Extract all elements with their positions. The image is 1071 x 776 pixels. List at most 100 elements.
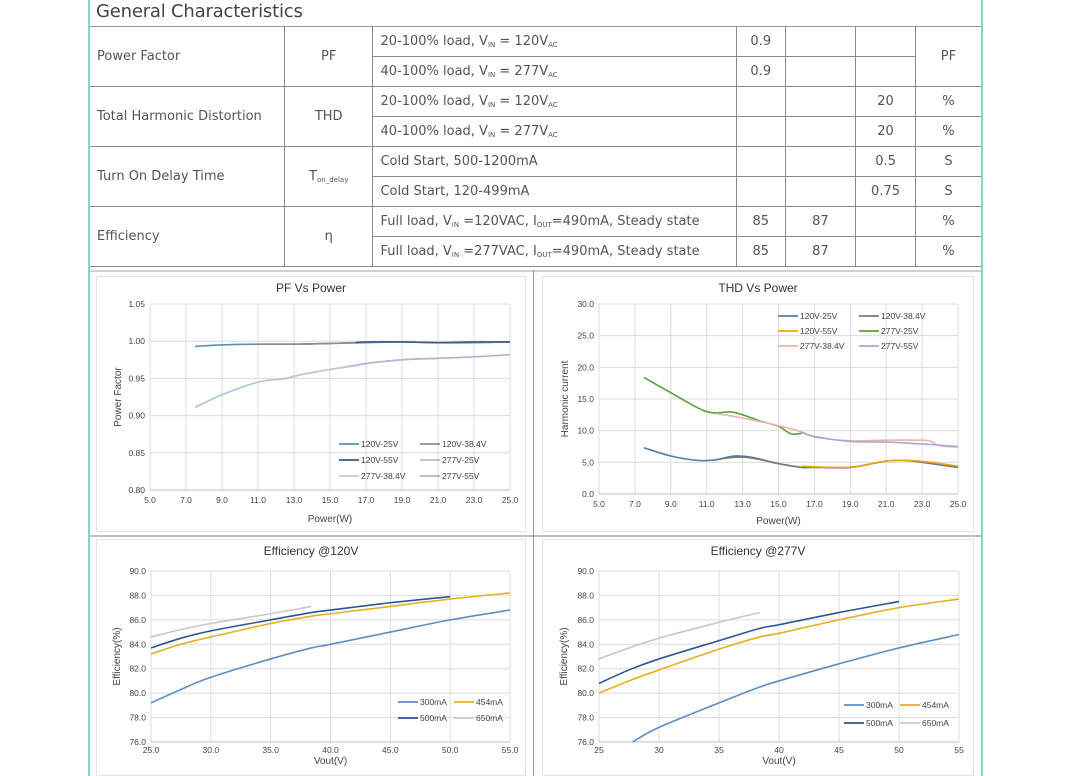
value-typ xyxy=(784,176,857,207)
value-max: 20 xyxy=(855,116,916,147)
param-symbol: Ton_delay xyxy=(283,146,374,207)
legend-label: 277V-38.4V xyxy=(361,471,406,481)
chart-area xyxy=(96,276,526,532)
series-line-454ma xyxy=(151,592,511,655)
y-tick-label: 1.00 xyxy=(128,336,145,346)
condition-sub2: AC xyxy=(548,131,558,139)
value-typ xyxy=(784,26,857,57)
y-tick-label: 0.95 xyxy=(128,373,145,383)
table-row: Full load, VIN =277VAC, IOUT=490mA, Stea… xyxy=(90,236,981,267)
x-tick-label: 50.0 xyxy=(442,745,459,755)
condition-tail: =490mA, Steady state xyxy=(551,244,700,259)
condition-text: Full load, V xyxy=(380,244,452,259)
page-frame xyxy=(88,0,983,776)
table-row: 40-100% load, VIN = 277VAC 0.9 xyxy=(90,56,981,87)
table-row: Turn On Delay Time Ton_delay Cold Start, 5… xyxy=(90,146,981,207)
chart-title: PF Vs Power xyxy=(276,281,346,295)
value-min xyxy=(735,116,786,147)
y-tick-label: 86.0 xyxy=(577,615,594,625)
condition-mid: =120VAC, I xyxy=(459,214,537,229)
condition: 20-100% load, VIN = 120VAC xyxy=(372,86,737,117)
x-tick-label: 17.0 xyxy=(806,499,823,509)
series-line-500ma xyxy=(151,595,451,649)
plot-lines xyxy=(194,341,511,409)
legend-label: 300mA xyxy=(420,697,447,707)
unit: % xyxy=(914,116,981,147)
legend-label: 120V-25V xyxy=(800,311,838,321)
x-tick-label: 21.0 xyxy=(430,495,447,505)
x-axis-label: Vout(V) xyxy=(762,756,795,767)
x-tick-label: 23.0 xyxy=(914,499,931,509)
value-max: 0.75 xyxy=(855,176,916,207)
y-tick-label: 90.0 xyxy=(577,566,594,576)
value-typ xyxy=(784,86,857,117)
series-line-120v-55v xyxy=(801,459,959,469)
value-typ xyxy=(784,56,857,87)
chart-title: Efficiency @277V xyxy=(711,544,806,558)
x-tick-label: 9.0 xyxy=(665,499,677,509)
section-title: General Characteristics xyxy=(96,1,303,22)
unit: % xyxy=(914,86,981,117)
x-tick-label: 25.0 xyxy=(143,745,160,755)
x-tick-label: 25.0 xyxy=(502,495,519,505)
legend-label: 650mA xyxy=(922,718,949,728)
symbol-text: T xyxy=(309,169,317,184)
y-tick-label: 0.85 xyxy=(128,448,145,458)
x-tick-label: 5.0 xyxy=(593,499,605,509)
x-tick-label: 45.0 xyxy=(382,745,399,755)
y-tick-label: 5.0 xyxy=(582,457,594,467)
y-tick-label: 76.0 xyxy=(577,737,594,747)
chart-row-divider xyxy=(90,535,981,537)
x-tick-label: 11.0 xyxy=(250,495,266,505)
value-typ xyxy=(784,116,857,147)
y-tick-label: 80.0 xyxy=(129,688,146,698)
condition-text: Cold Start, 120-499mA xyxy=(380,184,530,199)
legend-label: 120V-38.4V xyxy=(442,439,487,449)
chart-title: Efficiency @120V xyxy=(264,544,359,558)
condition-sub2: OUT xyxy=(536,221,552,229)
y-tick-label: 90.0 xyxy=(129,566,146,576)
y-tick-label: 82.0 xyxy=(129,664,146,674)
x-tick-label: 25 xyxy=(594,745,604,755)
y-axis-label: Harmonic current xyxy=(560,360,571,437)
x-axis-label: Power(W) xyxy=(308,514,352,525)
value-min: 0.9 xyxy=(735,56,786,87)
value-min xyxy=(735,86,786,117)
x-tick-label: 30 xyxy=(654,745,664,755)
x-tick-label: 19.0 xyxy=(394,495,411,505)
condition-mid: = 277V xyxy=(495,64,549,79)
condition-text: 20-100% load, V xyxy=(380,94,488,109)
legend-label: 454mA xyxy=(476,697,503,707)
condition-sub2: AC xyxy=(548,71,558,79)
x-axis-label: Power(W) xyxy=(756,516,800,527)
series-line-277v-25v xyxy=(643,376,802,436)
legend-label: 277V-55V xyxy=(881,341,919,351)
chart-efficiency-277v: Efficiency @277V 76.0 78.0 80.0 82.0 84.0 86.0… xyxy=(542,539,974,776)
series-line-300ma xyxy=(151,609,511,704)
y-tick-label: 76.0 xyxy=(129,737,146,747)
unit: S xyxy=(914,176,981,207)
x-tick-label: 30.0 xyxy=(203,745,220,755)
value-max: 0.5 xyxy=(855,146,916,177)
condition-sub1: IN xyxy=(487,131,496,139)
series-line-454ma xyxy=(599,598,960,694)
x-tick-label: 9.0 xyxy=(216,495,228,505)
legend-label: 500mA xyxy=(866,718,893,728)
condition-sub1: IN xyxy=(451,251,460,259)
y-tick-label: 88.0 xyxy=(577,590,594,600)
x-tick-label: 19.0 xyxy=(842,499,859,509)
condition-sub2: AC xyxy=(548,41,558,49)
value-typ xyxy=(784,146,857,177)
x-tick-label: 23.0 xyxy=(466,495,483,505)
value-min: 85 xyxy=(735,236,786,267)
x-tick-label: 5.0 xyxy=(144,495,156,505)
unit: PF xyxy=(914,26,981,87)
condition-sub1: IN xyxy=(487,41,496,49)
y-tick-label: 84.0 xyxy=(577,639,594,649)
value-min: 0.9 xyxy=(735,26,786,57)
value-max xyxy=(855,206,916,237)
series-line-300ma xyxy=(632,633,960,742)
legend-label: 300mA xyxy=(866,700,893,710)
y-tick-label: 0.90 xyxy=(128,411,145,421)
y-tick-label: 80.0 xyxy=(577,688,594,698)
